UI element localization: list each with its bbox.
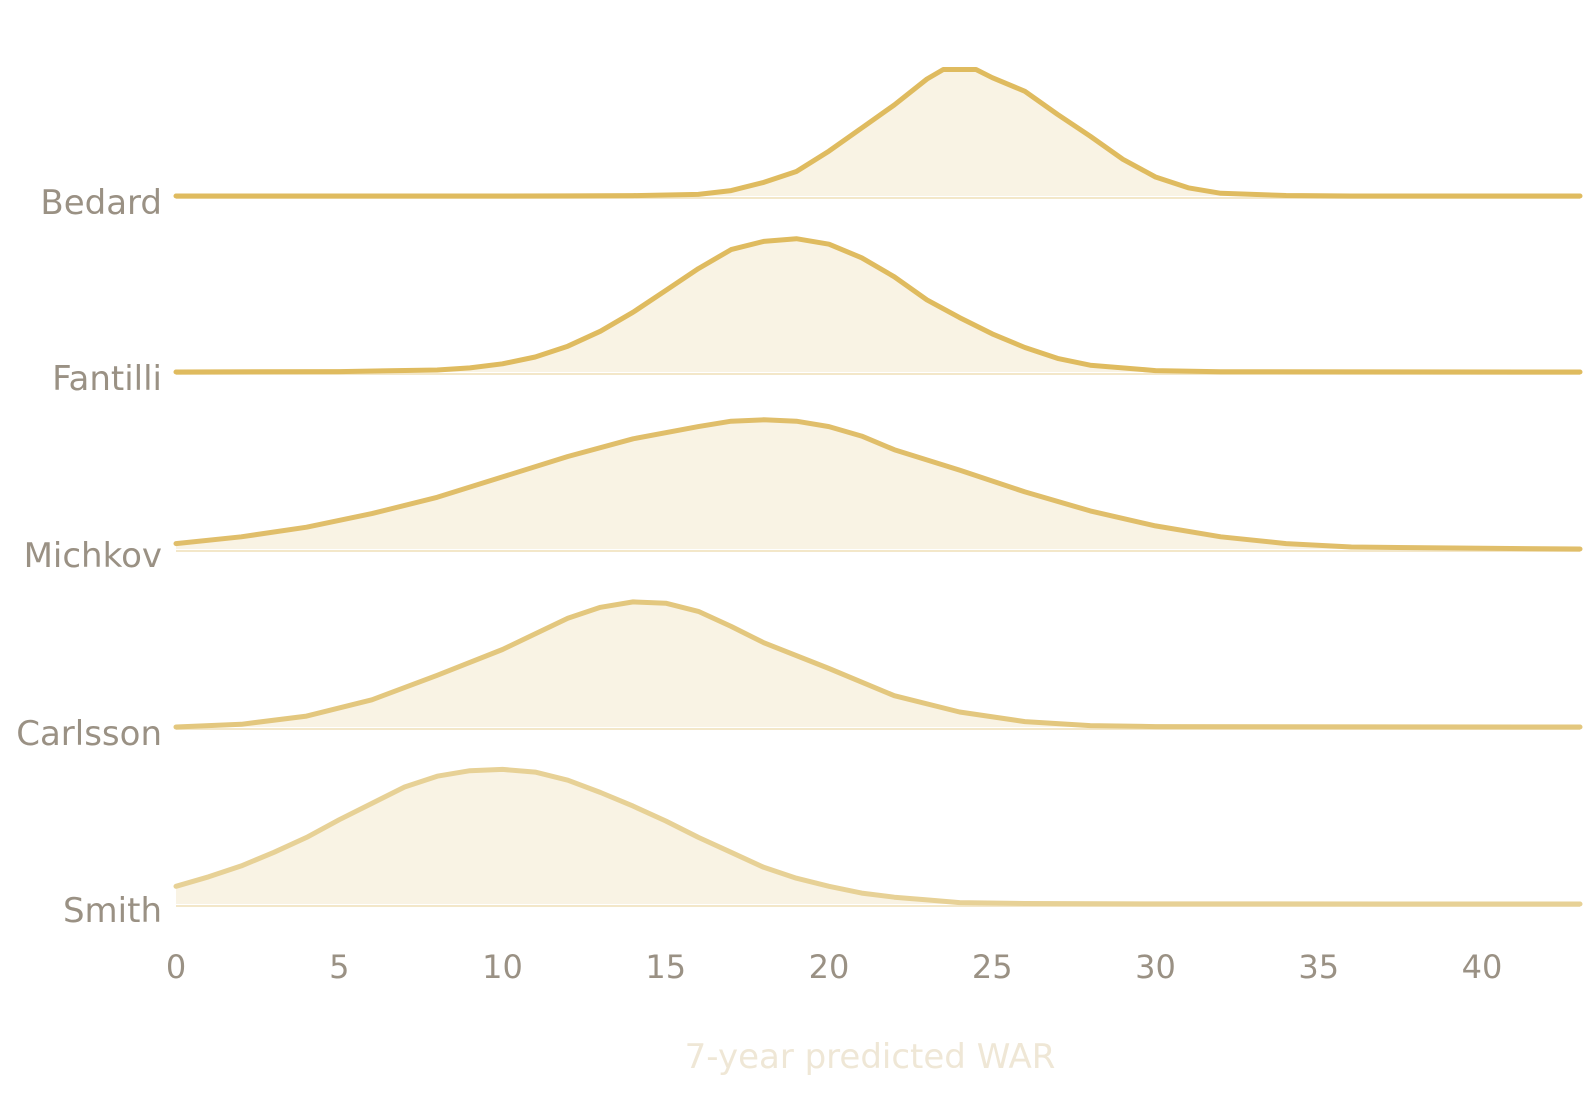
ridge-area-carlsson [176,601,1580,727]
ridge-line-bedard [173,67,1583,199]
ridge-michkov [173,417,1583,552]
x-tick-label: 15 [645,948,686,986]
x-tick-label: 30 [1135,948,1176,986]
x-tick-label: 35 [1298,948,1339,986]
x-tick-label: 40 [1462,948,1503,986]
ridge-smith [173,766,1583,907]
row-label-carlsson: Carlsson [16,714,162,754]
x-tick-label: 20 [809,948,850,986]
ridge-line-michkov [173,417,1583,552]
ridge-bedard [173,67,1583,199]
row-label-michkov: Michkov [24,536,162,576]
ridge-area-fantilli [176,238,1580,372]
row-label-bedard: Bedard [40,183,162,223]
ridge-area-bedard [176,69,1580,196]
ridge-area-michkov [176,419,1580,549]
row-label-fantilli: Fantilli [52,359,162,399]
x-tick-label: 10 [482,948,523,986]
row-labels-group: Bedard Fantilli Michkov Carlsson Smith [16,183,162,931]
row-label-smith: Smith [63,891,162,931]
x-tick-label: 5 [329,948,349,986]
ridge-line-smith [173,766,1583,907]
ridge-area-smith [176,769,1580,904]
ridges-group [173,67,1583,907]
x-tick-label: 0 [166,948,186,986]
x-tick-label: 25 [972,948,1013,986]
ridge-line-fantilli [173,236,1583,375]
ridge-line-carlsson [173,599,1583,730]
x-axis-title: 7-year predicted WAR [685,1037,1056,1077]
ridge-carlsson [173,599,1583,730]
x-axis-ticks: 0 5 10 15 20 25 30 35 40 [166,948,1503,986]
ridge-fantilli [173,236,1583,375]
